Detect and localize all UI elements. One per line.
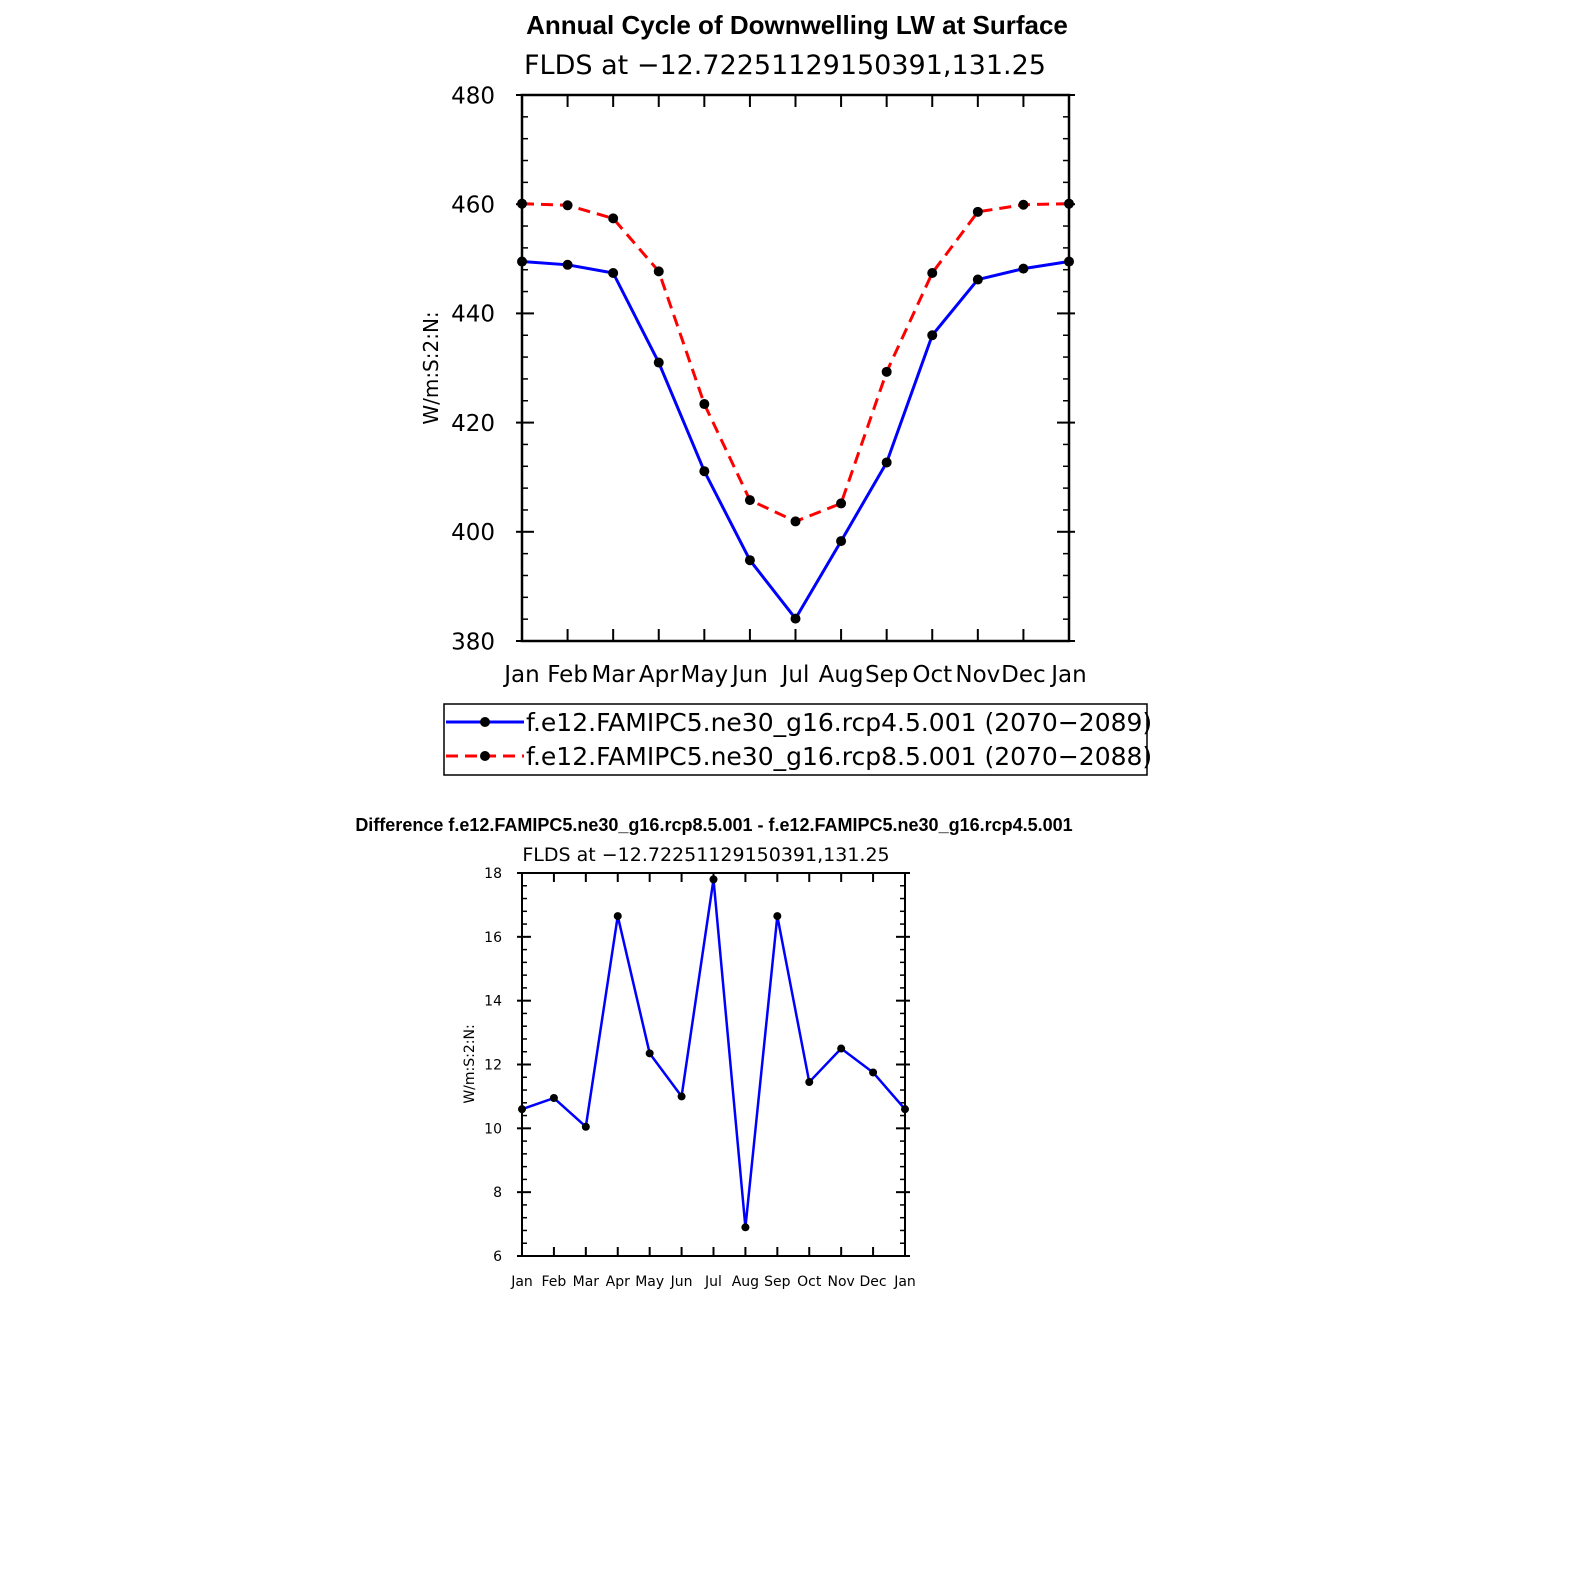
x-tick-label: Aug [732, 1274, 759, 1290]
data-point [836, 536, 847, 547]
x-tick-label: Apr [639, 662, 679, 688]
axis-ticks: Jan Feb Mar Apr May Jun Jul Aug Sep Oct Nov Dec Jan3… [451, 83, 1087, 688]
plot-frame [521, 872, 906, 1257]
x-tick-label: Aug [819, 662, 864, 688]
x-tick-label: Nov [955, 662, 1000, 688]
data-point [744, 555, 755, 566]
data-point [653, 357, 664, 368]
data-point [1018, 263, 1029, 274]
x-tick-label: Jun [670, 1274, 693, 1290]
y-tick-label: 380 [451, 629, 495, 655]
y-tick-label: 16 [484, 930, 502, 946]
data-point [836, 498, 847, 509]
chart-subtitle: FLDS at −12.72251129150391,131.25 [522, 844, 889, 866]
plot-frame [520, 93, 1071, 643]
y-tick-label: 18 [484, 866, 502, 882]
series-group [517, 198, 1074, 624]
y-tick-label: 480 [451, 83, 495, 109]
x-tick-label: Sep [865, 662, 908, 688]
y-tick-label: 6 [493, 1249, 502, 1265]
y-tick-label: 12 [484, 1058, 502, 1074]
data-point [549, 1094, 558, 1103]
annual-cycle-chart: Annual Cycle of Downwelling LW at Surfac… [419, 10, 1087, 688]
data-point [744, 495, 755, 506]
x-tick-label: May [681, 662, 729, 688]
data-point [927, 267, 938, 278]
y-tick-label: 420 [451, 411, 495, 437]
x-tick-label: Jan [893, 1274, 916, 1290]
x-tick-label: Jan [510, 1274, 533, 1290]
data-point [699, 399, 710, 410]
legend-label-rcp85: f.e12.FAMIPC5.ne30_g16.rcp8.5.001 (2070−… [526, 742, 1152, 771]
data-point [653, 266, 664, 277]
x-tick-label: Oct [912, 662, 952, 688]
legend-marker-rcp85 [480, 751, 490, 761]
difference-chart: Difference f.e12.FAMIPC5.ne30_g16.rcp8.5… [355, 815, 1072, 1290]
data-point [972, 274, 983, 285]
y-axis-label: W/m:S:2:N: [419, 311, 443, 424]
data-point [837, 1044, 846, 1053]
y-tick-label: 10 [484, 1121, 502, 1137]
x-tick-label: Jan [1049, 662, 1086, 688]
x-tick-label: Dec [1001, 662, 1046, 688]
data-point [645, 1049, 654, 1058]
x-tick-label: Jun [730, 662, 768, 688]
data-point [881, 366, 892, 377]
chart-title: Difference f.e12.FAMIPC5.ne30_g16.rcp8.5… [355, 815, 1072, 835]
y-axis-label: W/m:S:2:N: [462, 1024, 478, 1103]
x-tick-label: Nov [828, 1274, 855, 1290]
x-tick-label: Feb [542, 1274, 567, 1290]
data-point [927, 330, 938, 341]
legend-label-rcp45: f.e12.FAMIPC5.ne30_g16.rcp4.5.001 (2070−… [526, 708, 1152, 737]
data-point [709, 875, 718, 884]
data-point [881, 457, 892, 468]
x-tick-label: Apr [606, 1274, 630, 1290]
x-tick-label: May [635, 1274, 664, 1290]
data-point [613, 912, 622, 921]
legend-marker-rcp45 [480, 717, 490, 727]
data-point [562, 259, 573, 270]
data-point [677, 1092, 686, 1101]
chart-title: Annual Cycle of Downwelling LW at Surfac… [526, 10, 1068, 40]
data-point [773, 912, 782, 921]
y-tick-label: 8 [493, 1185, 502, 1201]
series-line-0 [521, 878, 906, 1229]
data-point [699, 466, 710, 477]
x-tick-label: Mar [573, 1274, 600, 1290]
legend: f.e12.FAMIPC5.ne30_g16.rcp4.5.001 (2070−… [443, 703, 1152, 776]
data-point [1018, 199, 1029, 210]
y-tick-label: 14 [484, 994, 502, 1010]
x-tick-label: Sep [764, 1274, 791, 1290]
x-tick-label: Feb [547, 662, 588, 688]
x-tick-label: Jan [502, 662, 539, 688]
data-point [869, 1068, 878, 1077]
x-tick-label: Jul [780, 662, 810, 688]
series-line-1 [521, 202, 1070, 523]
axis-ticks: Jan Feb Mar Apr May Jun Jul Aug Sep Oct Nov Dec Jan 6… [484, 866, 916, 1290]
series-group [518, 875, 909, 1232]
x-tick-label: Mar [591, 662, 635, 688]
data-point [805, 1078, 814, 1087]
x-tick-label: Jul [704, 1274, 722, 1290]
x-tick-label: Dec [860, 1274, 887, 1290]
data-point [972, 206, 983, 217]
data-point [741, 1223, 750, 1232]
y-tick-label: 440 [451, 302, 495, 328]
data-point [562, 200, 573, 211]
series-line-0 [521, 260, 1070, 621]
x-tick-label: Oct [797, 1274, 822, 1290]
data-point [790, 613, 801, 624]
y-tick-label: 460 [451, 192, 495, 218]
legend-box [443, 703, 1148, 776]
y-tick-label: 400 [451, 520, 495, 546]
data-point [581, 1122, 590, 1131]
chart-subtitle: FLDS at −12.72251129150391,131.25 [524, 50, 1046, 81]
data-point [608, 213, 619, 224]
data-point [790, 516, 801, 527]
data-point [608, 267, 619, 278]
